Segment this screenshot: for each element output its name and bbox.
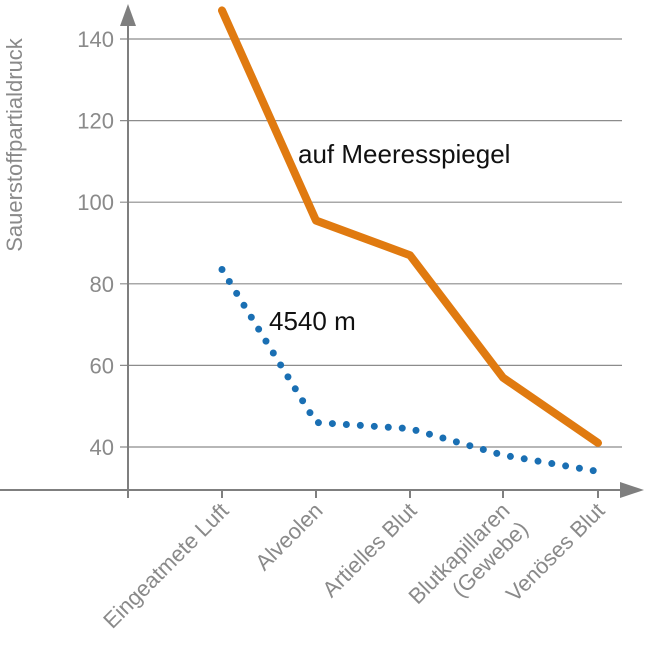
x-axis-arrow: [620, 482, 644, 498]
x-tick-label: Eingeatmete Luft: [98, 498, 233, 633]
series-line-0: [218, 6, 602, 447]
series-label-altitude: 4540 m: [269, 306, 356, 336]
x-tick-label-line: Artielles Blut: [317, 498, 421, 602]
series-label-sea-level: auf Meeresspiegel: [298, 139, 510, 169]
x-tick-label: Artielles Blut: [317, 498, 421, 602]
y-axis-arrow: [120, 4, 136, 26]
y-tick-label: 60: [90, 353, 114, 378]
x-tick-label: Blutkapillaren(Gewebe): [403, 498, 532, 627]
x-tick-label-line: Alveolen: [250, 498, 327, 575]
x-tick-label-line: Eingeatmete Luft: [98, 498, 233, 633]
y-tick-label: 120: [77, 109, 114, 134]
labels: Sauerstoffpartialdruck auf Meeresspiegel…: [2, 37, 510, 336]
gridlines: 40 60 80 100 120 140: [77, 27, 622, 460]
series-line-1: [218, 266, 602, 475]
y-tick-label: 100: [77, 190, 114, 215]
x-tick-label: Alveolen: [250, 498, 327, 575]
y-tick-label: 140: [77, 27, 114, 52]
x-tick-label: Venöses Blut: [501, 498, 609, 606]
y-tick-label: 80: [90, 272, 114, 297]
x-tick-label-line: Venöses Blut: [501, 498, 609, 606]
y-axis-label: Sauerstoffpartialdruck: [2, 37, 27, 252]
series-lines: [218, 6, 602, 475]
y-tick-label: 40: [90, 435, 114, 460]
